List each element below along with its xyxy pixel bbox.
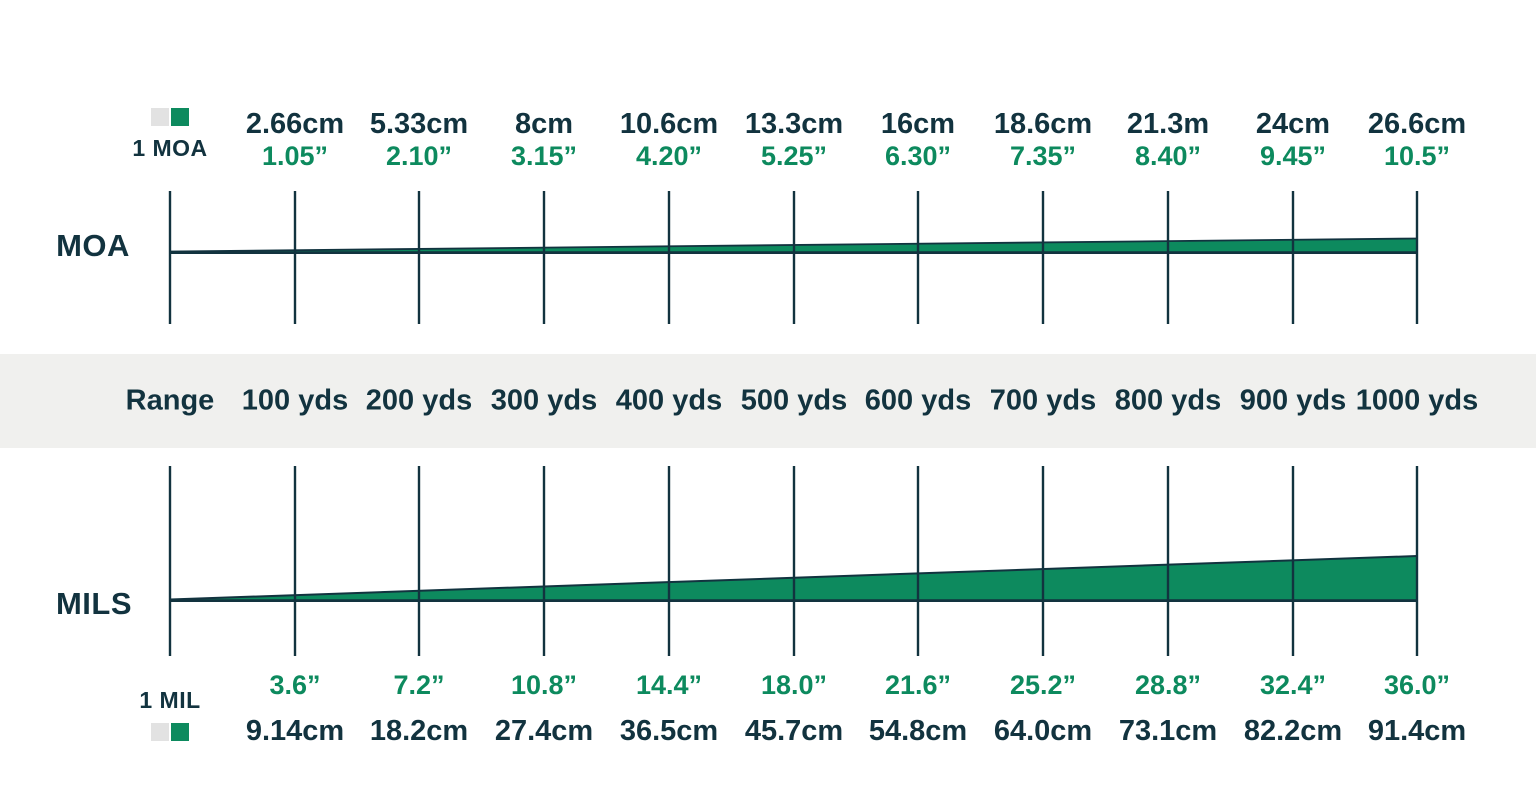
mils-cm-value: 27.4cm <box>494 715 594 747</box>
moa-inch-value: 3.15” <box>510 141 578 171</box>
range-band: Range 100 yds 200 yds 300 yds 400 yds 50… <box>0 354 1536 448</box>
moa-unit-legend: 1 MOA <box>108 108 232 161</box>
moa-cm-value: 8cm <box>514 108 574 140</box>
mils-cm-value: 18.2cm <box>369 715 469 747</box>
moa-inch-value: 5.25” <box>760 141 828 171</box>
moa-value-column: 2.66cm 1.05” <box>233 110 357 170</box>
moa-value-column: 8cm 3.15” <box>482 110 606 170</box>
mil-unit-label: 1 MIL <box>139 687 201 713</box>
mils-inch-value: 36.0” <box>1383 670 1451 700</box>
mil-unit-icon <box>151 723 189 742</box>
mil-unit-legend: 1 MIL <box>108 687 232 742</box>
moa-cm-value: 13.3cm <box>744 108 844 140</box>
range-value: 300 yds <box>490 384 598 417</box>
moa-inch-value: 8.40” <box>1134 141 1202 171</box>
moa-unit-label: 1 MOA <box>132 135 208 161</box>
green-square-icon <box>171 723 189 742</box>
moa-value-column: 10.6cm 4.20” <box>607 110 731 170</box>
mils-cm-value: 36.5cm <box>619 715 719 747</box>
range-value: 200 yds <box>365 384 473 417</box>
mils-row-label: MILS <box>55 586 133 621</box>
moa-value-column: 5.33cm 2.10” <box>357 110 481 170</box>
range-value: 100 yds <box>241 384 349 417</box>
mils-value-column: 3.6” 9.14cm <box>233 672 357 746</box>
range-value: 900 yds <box>1239 384 1347 417</box>
mils-inch-value: 14.4” <box>635 670 703 700</box>
moa-row-label: MOA <box>56 228 130 263</box>
moa-unit-icon <box>151 108 189 126</box>
range-value: 800 yds <box>1114 384 1222 417</box>
mils-cm-value: 73.1cm <box>1118 715 1218 747</box>
mils-value-column: 18.0” 45.7cm <box>732 672 856 746</box>
mils-value-column: 28.8” 73.1cm <box>1106 672 1230 746</box>
mils-cm-value: 45.7cm <box>744 715 844 747</box>
moa-inch-value: 2.10” <box>385 141 453 171</box>
moa-cm-value: 16cm <box>880 108 956 140</box>
mils-value-column: 10.8” 27.4cm <box>482 672 606 746</box>
mils-inch-value: 7.2” <box>393 670 445 700</box>
moa-cm-value: 2.66cm <box>245 108 345 140</box>
moa-inch-value: 1.05” <box>261 141 329 171</box>
range-value: 400 yds <box>615 384 723 417</box>
mils-value-column: 25.2” 64.0cm <box>981 672 1105 746</box>
mils-value-column: 21.6” 54.8cm <box>856 672 980 746</box>
moa-value-column: 16cm 6.30” <box>856 110 980 170</box>
mils-inch-value: 10.8” <box>510 670 578 700</box>
mils-value-column: 32.4” 82.2cm <box>1231 672 1355 746</box>
moa-inch-value: 10.5” <box>1383 141 1451 171</box>
mils-cm-value: 91.4cm <box>1367 715 1467 747</box>
mils-inch-value: 18.0” <box>760 670 828 700</box>
moa-cm-value: 10.6cm <box>619 108 719 140</box>
moa-cm-value: 18.6cm <box>993 108 1093 140</box>
range-title: Range <box>125 384 215 417</box>
mils-inch-value: 28.8” <box>1134 670 1202 700</box>
mils-inch-value: 3.6” <box>269 670 321 700</box>
moa-value-column: 13.3cm 5.25” <box>732 110 856 170</box>
mils-value-column: 7.2” 18.2cm <box>357 672 481 746</box>
moa-value-column: 21.3m 8.40” <box>1106 110 1230 170</box>
moa-cm-value: 5.33cm <box>369 108 469 140</box>
mils-value-column: 36.0” 91.4cm <box>1355 672 1479 746</box>
mils-tick-lines <box>168 466 1419 656</box>
mils-cm-value: 54.8cm <box>868 715 968 747</box>
range-value: 1000 yds <box>1355 384 1479 417</box>
range-value: 500 yds <box>740 384 848 417</box>
moa-cm-value: 24cm <box>1255 108 1331 140</box>
gray-square-icon <box>151 723 169 742</box>
moa-inch-value: 9.45” <box>1259 141 1327 171</box>
mils-cm-value: 64.0cm <box>993 715 1093 747</box>
green-square-icon <box>171 108 189 126</box>
mils-inch-value: 21.6” <box>884 670 952 700</box>
gray-square-icon <box>151 108 169 126</box>
moa-cm-value: 21.3m <box>1126 108 1210 140</box>
moa-inch-value: 7.35” <box>1009 141 1077 171</box>
mils-value-column: 14.4” 36.5cm <box>607 672 731 746</box>
moa-tick-lines <box>168 191 1419 324</box>
moa-value-column: 24cm 9.45” <box>1231 110 1355 170</box>
moa-value-column: 26.6cm 10.5” <box>1355 110 1479 170</box>
mils-cm-value: 9.14cm <box>245 715 345 747</box>
moa-cm-value: 26.6cm <box>1367 108 1467 140</box>
moa-inch-value: 4.20” <box>635 141 703 171</box>
moa-inch-value: 6.30” <box>884 141 952 171</box>
range-value: 700 yds <box>989 384 1097 417</box>
moa-value-column: 18.6cm 7.35” <box>981 110 1105 170</box>
mils-cm-value: 82.2cm <box>1243 715 1343 747</box>
range-value: 600 yds <box>864 384 972 417</box>
mils-inch-value: 25.2” <box>1009 670 1077 700</box>
mils-inch-value: 32.4” <box>1259 670 1327 700</box>
